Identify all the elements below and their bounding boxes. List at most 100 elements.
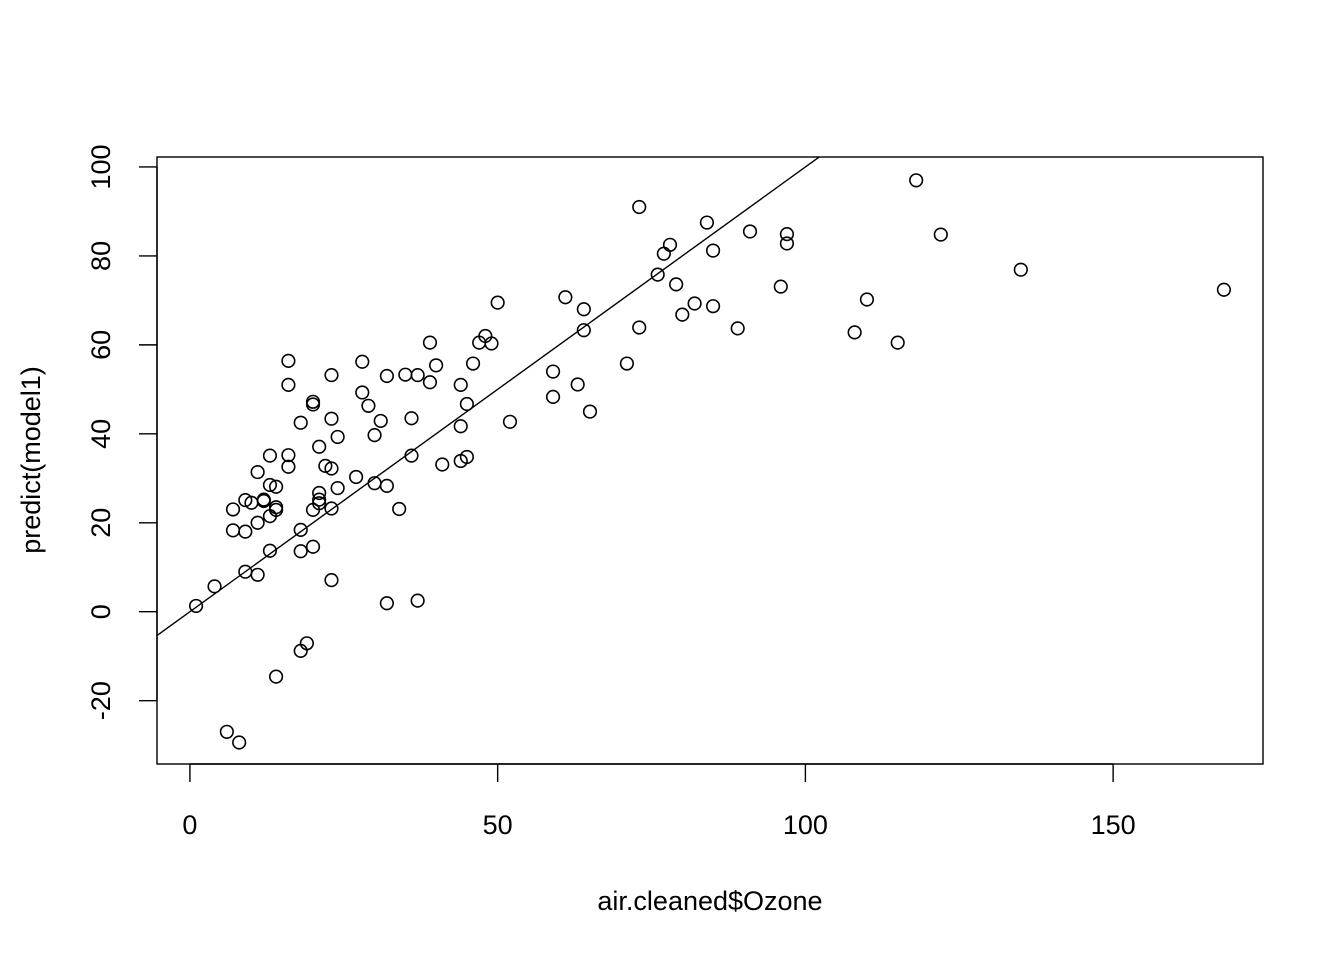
- data-point: [632, 320, 647, 335]
- y-axis: -20 0 20 40 60 80 100: [86, 144, 158, 720]
- data-point: [250, 567, 265, 582]
- data-point: [453, 377, 468, 392]
- data-point: [404, 411, 419, 426]
- data-point: [293, 522, 308, 537]
- data-point: [429, 358, 444, 373]
- data-point: [256, 493, 271, 509]
- data-point: [545, 364, 561, 379]
- data-point: [742, 224, 758, 239]
- data-point: [238, 492, 253, 508]
- data-point: [699, 215, 715, 230]
- data-point: [305, 397, 321, 412]
- y-tick-label: 60: [86, 330, 116, 360]
- data-point: [459, 396, 474, 412]
- data-point: [570, 377, 585, 392]
- data-point: [392, 501, 407, 517]
- data-point: [890, 335, 905, 350]
- data-point: [379, 368, 394, 384]
- data-point: [502, 414, 518, 429]
- data-point: [305, 539, 321, 554]
- data-point: [250, 515, 265, 530]
- y-tick-label: 100: [86, 144, 116, 189]
- data-point: [675, 307, 690, 322]
- data-point: [484, 336, 499, 351]
- y-tick-label: 40: [86, 419, 116, 449]
- data-point: [281, 377, 296, 392]
- y-tick-label: 20: [86, 508, 116, 538]
- data-point: [268, 479, 284, 494]
- data-point: [324, 368, 339, 383]
- reference-line: [157, 157, 821, 637]
- data-point: [379, 596, 394, 611]
- x-axis: 0 50 100 150: [182, 763, 1136, 840]
- data-point: [318, 458, 333, 473]
- data-point: [705, 299, 721, 314]
- data-point: [576, 302, 591, 317]
- data-point: [232, 735, 247, 750]
- data-point: [650, 267, 665, 282]
- data-point: [355, 354, 370, 369]
- y-tick-label: 80: [86, 241, 116, 271]
- data-point: [293, 415, 308, 430]
- data-point: [459, 449, 474, 465]
- data-point: [410, 593, 425, 608]
- data-point: [773, 279, 788, 294]
- data-point: [324, 411, 339, 426]
- points-layer: [188, 173, 1232, 750]
- data-point: [312, 439, 327, 454]
- data-point: [312, 485, 327, 501]
- data-point: [262, 448, 278, 463]
- x-tick-label: 100: [783, 810, 828, 840]
- data-point: [576, 323, 591, 338]
- data-point: [422, 375, 438, 390]
- x-tick-label: 50: [483, 810, 513, 840]
- data-point: [465, 356, 481, 371]
- data-point: [219, 724, 234, 739]
- data-point: [933, 227, 948, 242]
- data-point: [299, 636, 314, 651]
- data-point: [909, 173, 924, 188]
- data-point: [1216, 282, 1232, 297]
- data-point: [330, 480, 345, 496]
- data-point: [262, 477, 278, 493]
- data-point: [312, 496, 327, 511]
- data-point: [225, 502, 241, 517]
- data-point: [312, 492, 327, 507]
- data-point: [859, 292, 875, 307]
- data-point: [281, 459, 296, 474]
- data-point: [558, 290, 573, 305]
- data-point: [669, 277, 684, 292]
- data-point: [367, 428, 382, 443]
- data-point: [1013, 262, 1028, 277]
- data-point: [847, 325, 862, 340]
- data-point: [435, 457, 450, 472]
- data-point: [250, 464, 265, 480]
- reference-line-layer: [157, 157, 821, 637]
- data-point: [355, 385, 370, 400]
- data-point: [238, 524, 253, 539]
- data-point: [730, 321, 745, 336]
- data-point: [330, 429, 345, 445]
- data-point: [379, 478, 394, 493]
- y-axis-label: predict(model1): [16, 366, 46, 554]
- data-point: [410, 368, 425, 383]
- data-point: [188, 598, 204, 614]
- data-point: [453, 419, 468, 434]
- data-point: [324, 501, 339, 516]
- data-point: [687, 296, 702, 311]
- data-point: [324, 573, 339, 588]
- y-tick-label: -20: [86, 681, 116, 720]
- data-point: [662, 237, 678, 252]
- y-tick-label: 0: [86, 604, 116, 619]
- x-tick-label: 0: [182, 810, 197, 840]
- data-point: [705, 243, 721, 258]
- data-point: [632, 199, 647, 215]
- data-point: [545, 389, 561, 405]
- data-point: [404, 448, 419, 463]
- x-tick-label: 150: [1091, 810, 1136, 840]
- data-point: [268, 669, 284, 684]
- data-point: [373, 413, 388, 429]
- data-point: [779, 227, 795, 242]
